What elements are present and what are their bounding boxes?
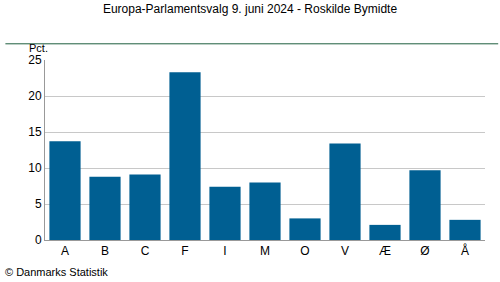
svg-text:Å: Å — [461, 243, 469, 258]
svg-text:A: A — [61, 244, 69, 258]
svg-text:10: 10 — [28, 161, 42, 175]
svg-text:O: O — [300, 244, 309, 258]
svg-text:C: C — [141, 244, 150, 258]
svg-text:Europa-Parlamentsvalg 9. juni: Europa-Parlamentsvalg 9. juni 2024 - Ros… — [103, 2, 397, 16]
svg-text:15: 15 — [28, 125, 42, 139]
svg-text:Æ: Æ — [379, 244, 391, 258]
svg-text:Ø: Ø — [420, 244, 429, 258]
svg-text:V: V — [341, 244, 349, 258]
svg-text:20: 20 — [28, 89, 42, 103]
svg-text:Pct.: Pct. — [29, 42, 48, 54]
svg-text:0: 0 — [35, 233, 42, 247]
svg-text:M: M — [260, 244, 270, 258]
svg-text:F: F — [181, 244, 188, 258]
svg-text:© Danmarks Statistik: © Danmarks Statistik — [5, 266, 108, 278]
svg-text:B: B — [101, 244, 109, 258]
svg-text:5: 5 — [35, 197, 42, 211]
svg-text:25: 25 — [28, 53, 42, 67]
svg-text:I: I — [223, 244, 226, 258]
